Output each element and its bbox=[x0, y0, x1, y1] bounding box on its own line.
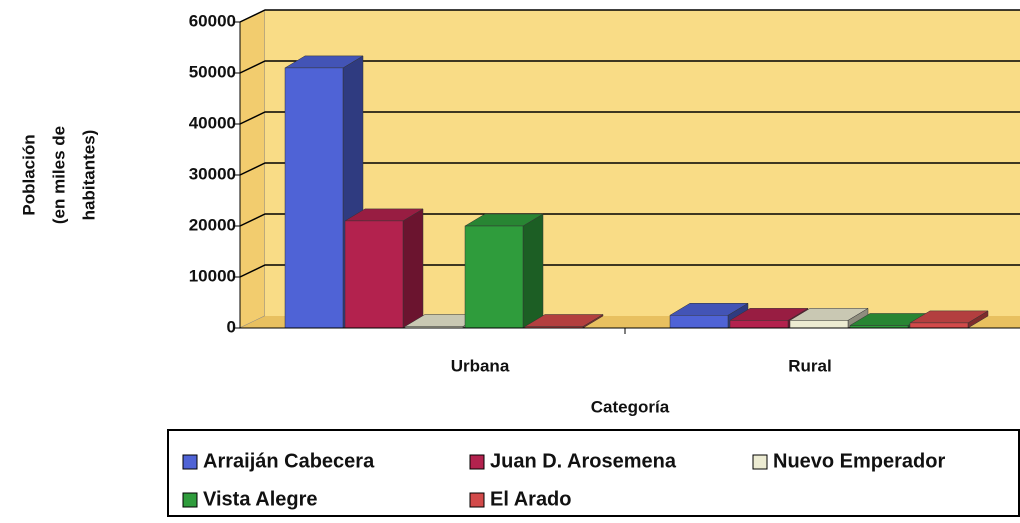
legend-label: Juan D. Arosemena bbox=[490, 450, 677, 472]
bar-front bbox=[909, 322, 969, 329]
bar bbox=[789, 307, 869, 329]
bar-side bbox=[402, 208, 424, 329]
legend-swatch bbox=[469, 454, 485, 470]
bar bbox=[909, 310, 989, 329]
grid-line bbox=[239, 264, 1020, 278]
y-tick-label: 40000 bbox=[189, 113, 236, 132]
grid-line bbox=[239, 162, 1020, 176]
x-tick-label: Rural bbox=[788, 356, 831, 375]
y-axis-title: Población bbox=[19, 134, 38, 215]
bar-front bbox=[729, 320, 789, 329]
bar-front bbox=[344, 220, 404, 329]
legend-label: Vista Alegre bbox=[203, 488, 318, 510]
legend-label: El Arado bbox=[490, 488, 572, 510]
y-tick-label: 60000 bbox=[189, 11, 236, 30]
bar-front bbox=[789, 320, 849, 329]
bar-side bbox=[522, 213, 544, 329]
y-tick-label: 50000 bbox=[189, 62, 236, 81]
legend-label: Nuevo Emperador bbox=[773, 450, 945, 472]
x-axis-title: Categoría bbox=[591, 397, 670, 416]
y-axis-title: (en miles de bbox=[49, 126, 68, 224]
grid-line bbox=[239, 9, 1020, 23]
bar-front bbox=[284, 67, 344, 329]
bar-front bbox=[464, 225, 524, 329]
y-axis-title: habitantes) bbox=[79, 130, 98, 221]
legend-swatch bbox=[182, 454, 198, 470]
legend-label: Arraiján Cabecera bbox=[203, 450, 375, 472]
bar-front bbox=[669, 315, 729, 329]
legend bbox=[167, 429, 1020, 517]
plot bbox=[239, 9, 1020, 329]
x-tick-label: Urbana bbox=[451, 356, 510, 375]
bar bbox=[464, 213, 544, 329]
y-tick-label: 0 bbox=[227, 317, 236, 336]
legend-swatch bbox=[752, 454, 768, 470]
bar bbox=[524, 314, 604, 329]
bar bbox=[344, 208, 424, 329]
grid-line bbox=[239, 111, 1020, 125]
y-tick-label: 30000 bbox=[189, 164, 236, 183]
y-tick-label: 20000 bbox=[189, 215, 236, 234]
legend-swatch bbox=[182, 492, 198, 508]
legend-swatch bbox=[469, 492, 485, 508]
grid-line bbox=[239, 60, 1020, 74]
grid-line bbox=[239, 213, 1020, 227]
y-tick-label: 10000 bbox=[189, 266, 236, 285]
